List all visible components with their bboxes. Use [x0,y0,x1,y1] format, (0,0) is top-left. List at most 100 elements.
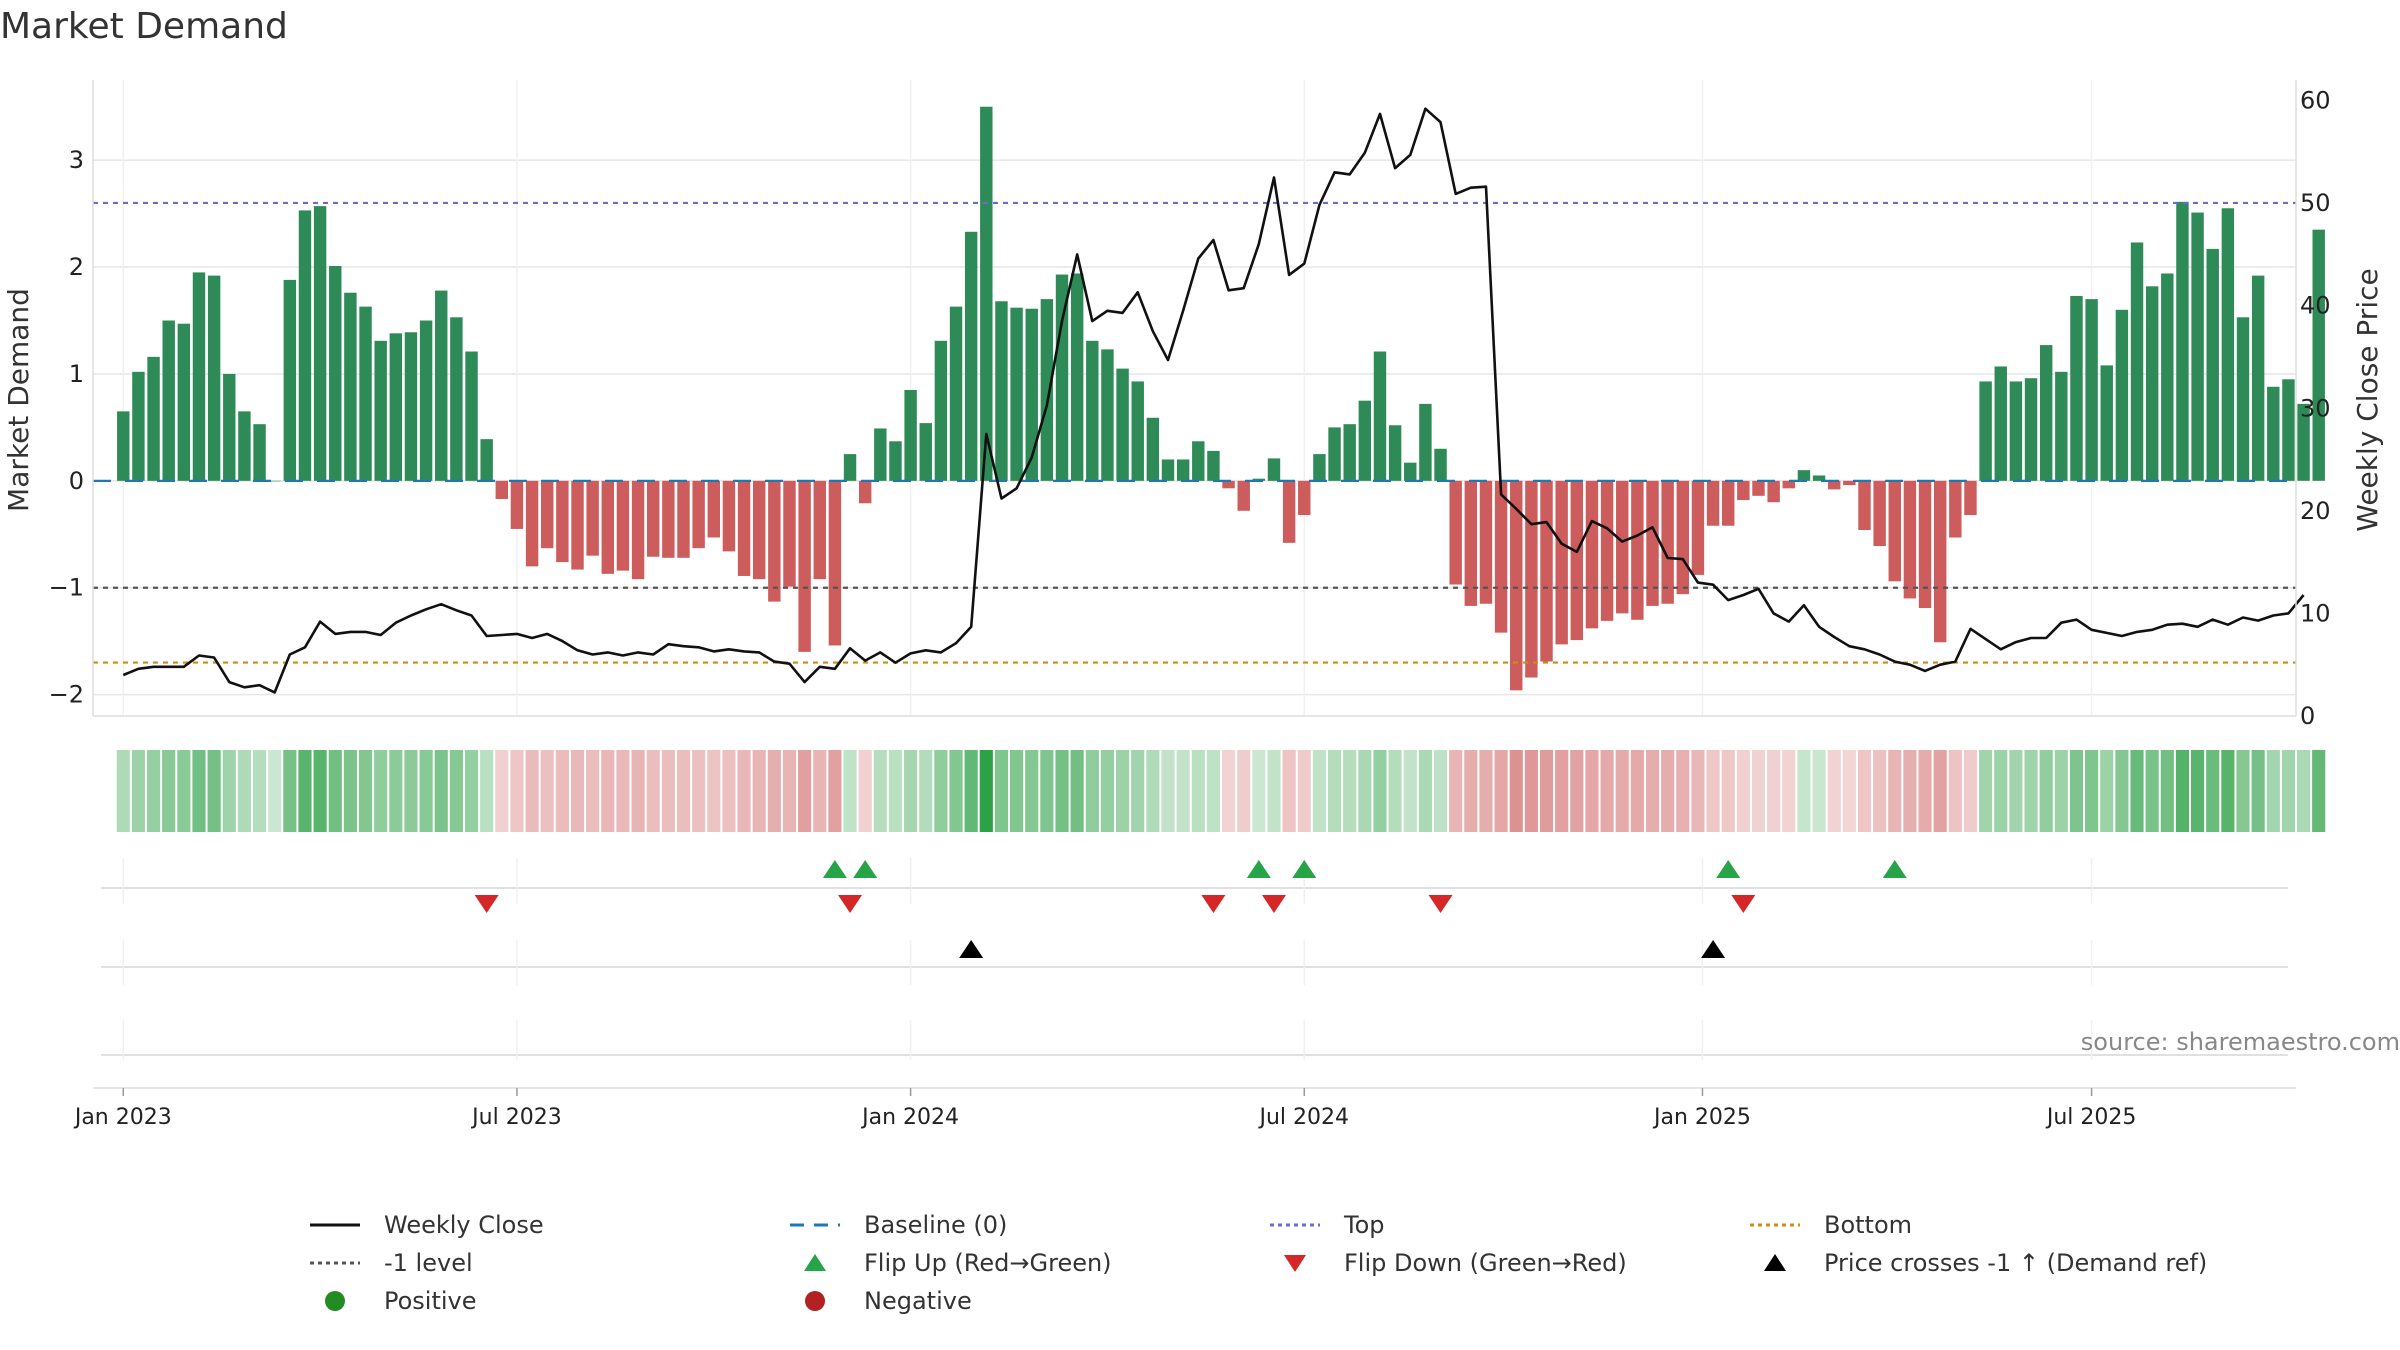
heat-cell [1948,750,1962,832]
demand-bar [344,292,357,481]
demand-bar [1101,349,1114,481]
legend-item: Price crosses -1 ↑ (Demand ref) [1740,1246,2207,1280]
heat-cell [192,750,206,832]
heat-cell [798,750,812,832]
demand-bar [1040,299,1054,481]
heat-cell [1661,750,1675,832]
demand-bar [450,317,463,481]
heat-cell [162,750,176,832]
heat-cell [1873,750,1887,832]
demand-bar [571,480,584,570]
heat-cell [570,750,585,832]
demand-bar [1737,480,1750,501]
legend-swatch [310,1223,360,1227]
demand-bar [1706,480,1720,526]
demand-bar [1918,480,1932,609]
heat-cell [1706,750,1720,832]
heat-cell [1615,750,1629,832]
weekly-close-line [122,107,2305,694]
heat-cell [1918,750,1932,832]
legend-dot [325,1291,345,1311]
demand-bar [1373,351,1387,481]
demand-bar [1631,480,1644,620]
heat-cell [1282,750,1296,832]
heat-cell [646,750,660,832]
x-tick-label: Jul 2024 [1258,1105,1350,1130]
legend: Weekly Close Baseline (0) Top Bottom -1 leve… [300,1208,2250,1328]
heat-cell [1025,750,1039,832]
demand-bar [1722,480,1735,526]
source-label: source: sharemaestro.com [2081,1028,2400,1056]
demand-bar [283,279,297,481]
heat-cell [782,750,797,832]
demand-bar [1086,340,1099,481]
demand-bar [1449,480,1462,585]
legend-item: Baseline (0) [780,1208,1007,1242]
heat-cell [661,750,675,832]
legend-swatch [1270,1223,1320,1227]
demand-bar [1510,480,1523,691]
x-tick-label: Jan 2023 [73,1105,172,1130]
demand-bar [2115,309,2129,481]
demand-bar [1827,480,1841,490]
heat-cell [873,750,887,832]
demand-bar [1207,450,1220,481]
heat-cell [1691,750,1705,832]
heat-cell [2297,750,2311,832]
heat-cell [2024,750,2038,832]
demand-bar [2055,371,2068,481]
legend-label: Top [1344,1211,1385,1239]
heat-cell [1494,750,1508,832]
heat-cell [1600,750,1614,832]
flip-up-marker [822,860,847,878]
heat-cell [707,750,721,832]
legend-item: Flip Up (Red→Green) [780,1246,1112,1280]
reference-lines [93,201,2296,664]
demand-bar [1646,480,1659,606]
demand-bar [404,332,418,481]
demand-bar [1979,381,1992,481]
heat-cell [2069,750,2084,832]
demand-bar [1873,480,1886,547]
heat-cell [858,750,872,832]
heat-cell [1464,750,1478,832]
demand-bar [813,480,826,580]
demand-bar [1464,480,1478,606]
heat-cell [525,750,539,832]
demand-bar [2070,295,2083,481]
heat-cell [343,750,357,832]
heat-cell [1751,750,1766,832]
demand-bar [828,480,842,646]
heat-cell [631,750,645,832]
legend-swatch [790,1223,840,1227]
demand-bar [207,275,221,481]
heat-cell [1782,750,1796,832]
heat-cell [1388,750,1402,832]
heat-cell [2039,750,2053,832]
right-tick-label: 20 [2300,497,2331,525]
demand-bar [1328,427,1341,481]
heat-cell [177,750,191,832]
demand-bar [1070,273,1084,481]
heat-cell [828,750,842,832]
demand-bar [1222,480,1235,489]
heat-cell [979,750,993,832]
demand-bar [1585,480,1599,629]
heat-cell [692,750,706,832]
heat-cell [146,750,161,832]
demand-bar [858,480,872,504]
legend-label: Baseline (0) [864,1211,1008,1239]
demand-bar [2267,386,2280,481]
demand-bar [1767,480,1780,503]
heat-cell [994,750,1009,832]
heat-cell [1343,750,1357,832]
heat-cell [1827,750,1841,832]
demand-bar [1146,417,1160,481]
demand-bar [601,480,614,574]
heat-cell [843,750,857,832]
heat-cell [237,750,251,832]
heat-cell [283,750,297,832]
flip-up-marker [1292,860,1317,878]
heat-cell [540,750,554,832]
